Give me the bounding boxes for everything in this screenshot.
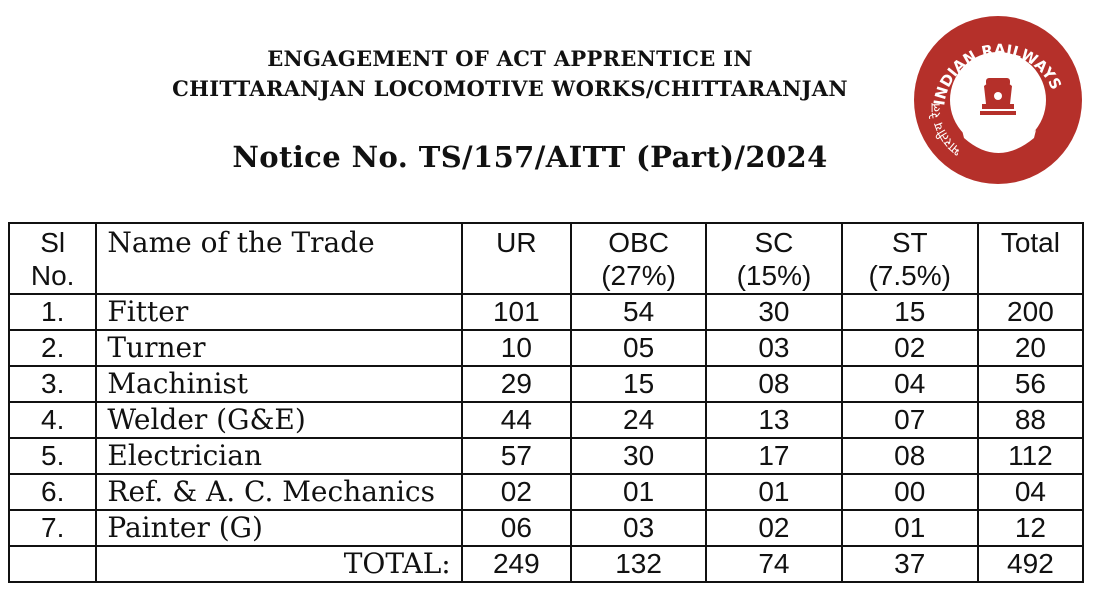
cell-obc: 03 — [569, 509, 708, 547]
notice-number: Notice No. TS/157/AITT (Part)/2024 — [232, 140, 828, 174]
cell-sl: 1. — [7, 293, 98, 331]
cell-sl: 4. — [7, 401, 98, 439]
cell-trade: Painter (G) — [95, 509, 463, 547]
cell-trade: Fitter — [95, 293, 463, 331]
cell-st: 04 — [840, 365, 979, 403]
total-ur: 249 — [460, 545, 572, 583]
cell-obc: 15 — [569, 365, 708, 403]
header-obc: OBC (27%) — [569, 222, 708, 295]
table-total-row: TOTAL: 249 132 74 37 492 — [7, 545, 1085, 583]
total-obc: 132 — [569, 545, 708, 583]
apprentice-vacancy-table: Sl No. Name of the Trade UR OBC (27%) SC… — [7, 222, 1085, 583]
cell-total: 88 — [976, 401, 1085, 439]
cell-total: 112 — [976, 437, 1085, 475]
national-emblem-icon — [980, 78, 1016, 115]
header-st: ST (7.5%) — [840, 222, 979, 295]
cell-trade: Electrician — [95, 437, 463, 475]
cell-total: 04 — [976, 473, 1085, 511]
cell-st: 02 — [840, 329, 979, 367]
cell-st: 15 — [840, 293, 979, 331]
cell-st: 08 — [840, 437, 979, 475]
cell-ur: 101 — [460, 293, 572, 331]
cell-obc: 05 — [569, 329, 708, 367]
document-heading: ENGAGEMENT OF ACT APPRENTICE IN CHITTARA… — [120, 44, 900, 104]
cell-sc: 30 — [705, 293, 843, 331]
cell-total: 12 — [976, 509, 1085, 547]
cell-st: 00 — [840, 473, 979, 511]
cell-trade: Machinist — [95, 365, 463, 403]
cell-ur: 29 — [460, 365, 572, 403]
cell-ur: 44 — [460, 401, 572, 439]
cell-total: 56 — [976, 365, 1085, 403]
cell-ur: 57 — [460, 437, 572, 475]
total-total: 492 — [976, 545, 1085, 583]
indian-railways-logo: INDIAN RAILWAYS भारतीय रेल — [914, 16, 1082, 184]
cell-trade: Turner — [95, 329, 463, 367]
cell-obc: 30 — [569, 437, 708, 475]
cell-ur: 10 — [460, 329, 572, 367]
cell-sl: 5. — [7, 437, 98, 475]
cell-obc: 54 — [569, 293, 708, 331]
heading-line-1: ENGAGEMENT OF ACT APPRENTICE IN — [267, 46, 753, 71]
header-sc: SC (15%) — [705, 222, 843, 295]
cell-total: 200 — [976, 293, 1085, 331]
cell-trade: Ref. & A. C. Mechanics — [95, 473, 463, 511]
cell-obc: 24 — [569, 401, 708, 439]
table-header-row: Sl No. Name of the Trade UR OBC (27%) SC… — [7, 222, 1085, 295]
total-sc: 74 — [705, 545, 843, 583]
cell-sl: 3. — [7, 365, 98, 403]
cell-total: 20 — [976, 329, 1085, 367]
cell-sc: 17 — [705, 437, 843, 475]
header-ur: UR — [460, 222, 572, 295]
table-row: 6. Ref. & A. C. Mechanics 02 01 01 00 04 — [7, 473, 1085, 511]
cell-trade: Welder (G&E) — [95, 401, 463, 439]
table-row: 3. Machinist 29 15 08 04 56 — [7, 365, 1085, 403]
cell-sl-empty — [7, 545, 98, 583]
table-row: 1. Fitter 101 54 30 15 200 — [7, 293, 1085, 331]
cell-ur: 06 — [460, 509, 572, 547]
cell-obc: 01 — [569, 473, 708, 511]
cell-sc: 02 — [705, 509, 843, 547]
cell-sl: 6. — [7, 473, 98, 511]
table-row: 7. Painter (G) 06 03 02 01 12 — [7, 509, 1085, 547]
cell-sc: 08 — [705, 365, 843, 403]
total-label: TOTAL: — [95, 545, 463, 583]
header-sl-no: Sl No. — [7, 222, 98, 295]
cell-sc: 03 — [705, 329, 843, 367]
total-st: 37 — [840, 545, 979, 583]
cell-ur: 02 — [460, 473, 572, 511]
cell-st: 07 — [840, 401, 979, 439]
header-total: Total — [976, 222, 1085, 295]
header-trade: Name of the Trade — [95, 222, 463, 295]
cell-sl: 2. — [7, 329, 98, 367]
cell-sc: 01 — [705, 473, 843, 511]
cell-sc: 13 — [705, 401, 843, 439]
heading-line-2: CHITTARANJAN LOCOMOTIVE WORKS/CHITTARANJ… — [172, 76, 848, 101]
table-row: 4. Welder (G&E) 44 24 13 07 88 — [7, 401, 1085, 439]
table-row: 5. Electrician 57 30 17 08 112 — [7, 437, 1085, 475]
cell-st: 01 — [840, 509, 979, 547]
table-row: 2. Turner 10 05 03 02 20 — [7, 329, 1085, 367]
cell-sl: 7. — [7, 509, 98, 547]
